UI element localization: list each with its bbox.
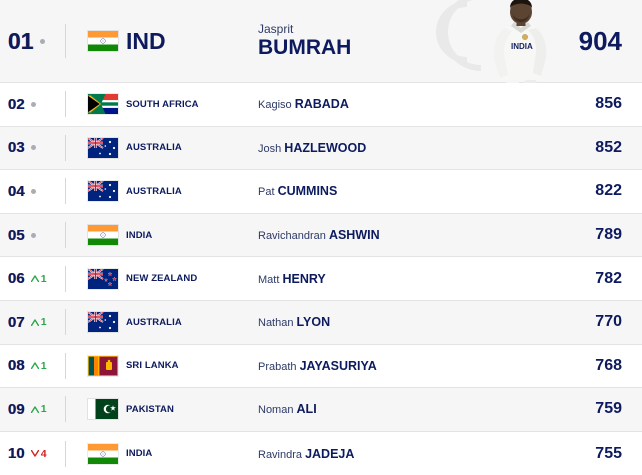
svg-text:INDIA: INDIA bbox=[511, 42, 533, 51]
